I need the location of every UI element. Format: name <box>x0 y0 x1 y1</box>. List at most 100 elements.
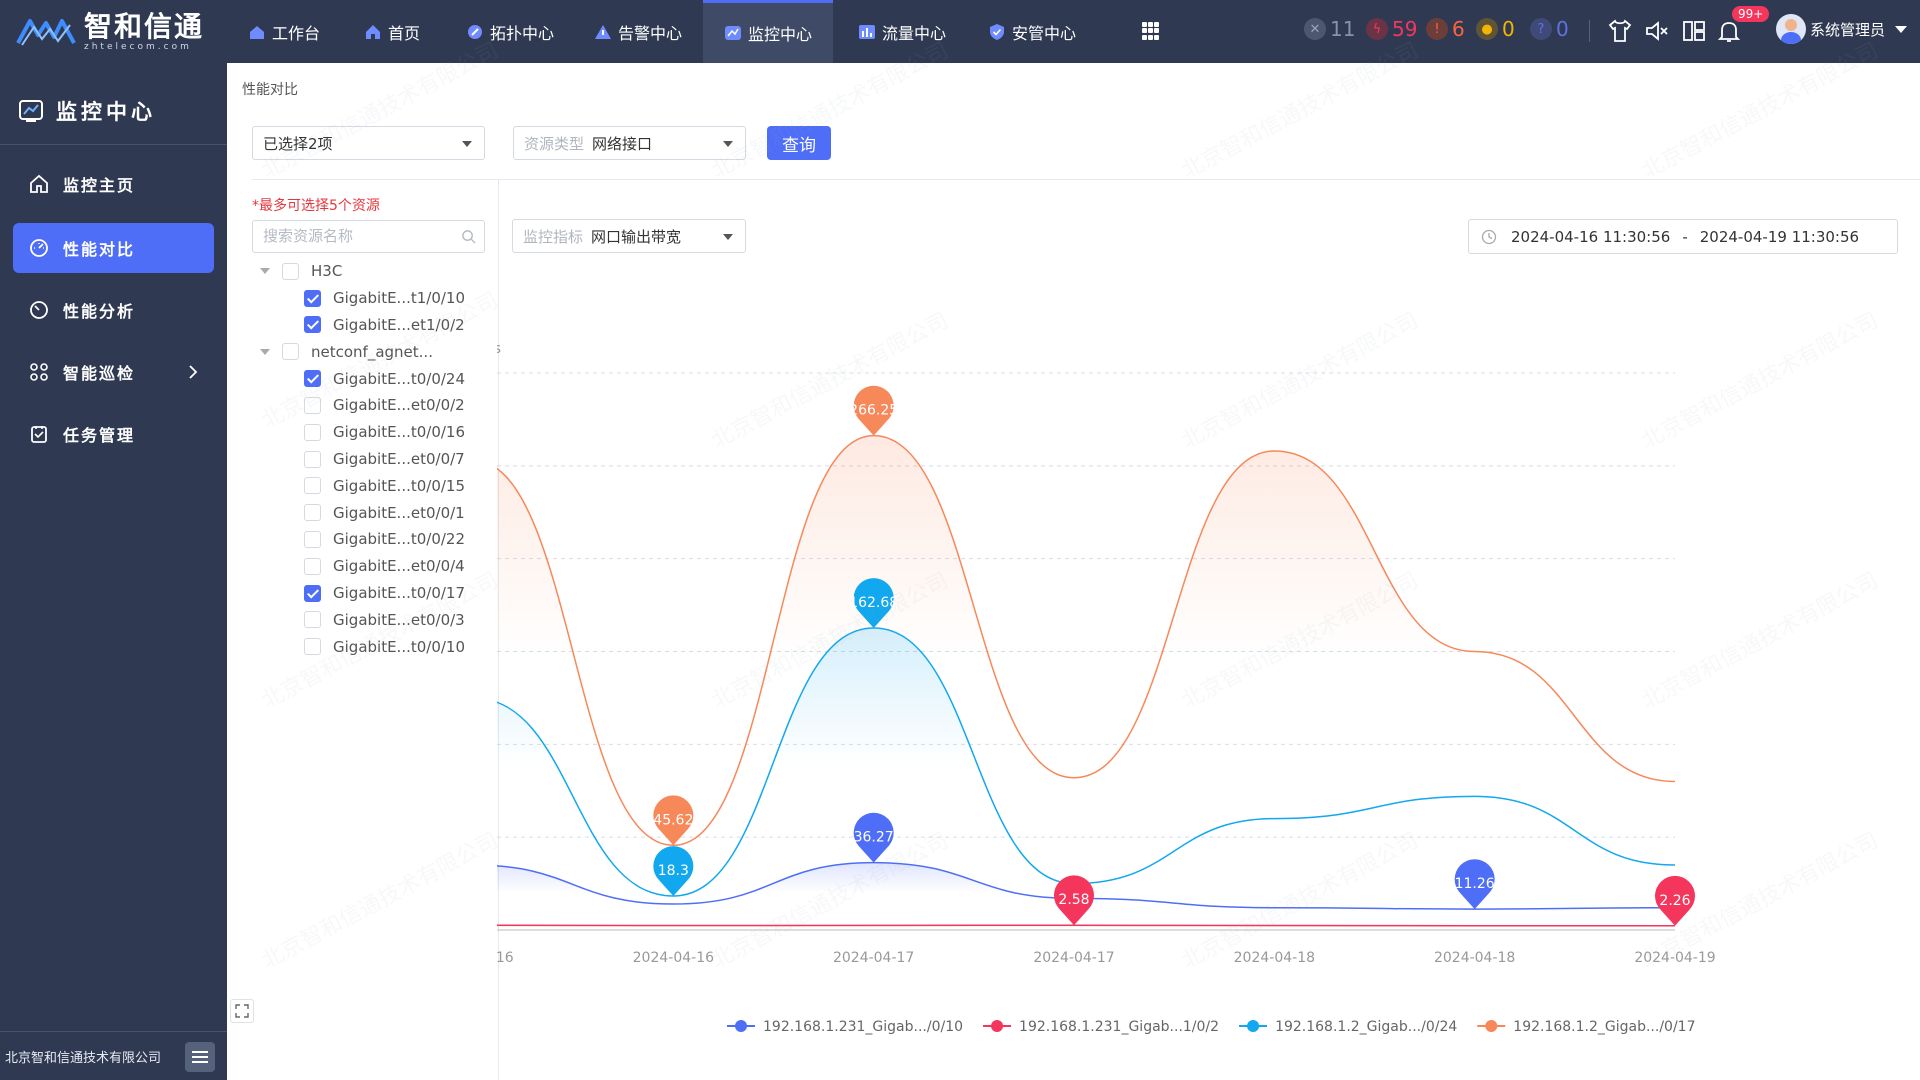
logo-icon <box>16 19 76 46</box>
query-button[interactable]: 查询 <box>767 126 831 160</box>
nav-workbench[interactable]: 工作台 <box>240 0 328 63</box>
chevron-down-icon <box>1895 25 1908 33</box>
resource-select[interactable]: 已选择2项 <box>252 126 485 160</box>
tree-item[interactable]: GigabitE...t0/0/16 <box>304 419 465 445</box>
caret-down-icon <box>462 141 472 147</box>
checkbox[interactable] <box>304 557 321 575</box>
x-tick-label: 2024-04-16 <box>633 950 714 966</box>
mute-icon[interactable] <box>1644 18 1670 44</box>
nav-alarm[interactable]: 告警中心 <box>588 0 688 63</box>
data-marker-label: 45.62 <box>653 812 693 828</box>
legend-label: 192.168.1.231_Gigab.../0/10 <box>763 1019 963 1035</box>
tree-item-label: GigabitE...t0/0/24 <box>333 369 466 388</box>
date-range-picker[interactable]: 2024-04-16 11:30:56 - 2024-04-19 11:30:5… <box>1468 219 1898 254</box>
tree-item-label: GigabitE...et0/0/2 <box>333 396 465 415</box>
search-icon <box>462 230 476 244</box>
app-grid-icon[interactable] <box>1142 22 1160 40</box>
alarm-count-unknown[interactable]: ? 0 <box>1530 16 1569 42</box>
nav-traffic[interactable]: 流量中心 <box>852 0 952 63</box>
skin-shirt-icon[interactable] <box>1607 18 1633 44</box>
user-name: 系统管理员 <box>1810 20 1886 39</box>
tree-item-label: GigabitE...t0/0/22 <box>333 530 466 549</box>
data-marker-label: 36.27 <box>854 830 894 846</box>
sidebar-item-monitor-home[interactable]: 监控主页 <box>13 159 214 209</box>
tree-item[interactable]: GigabitE...et0/0/2 <box>304 392 465 418</box>
resource-search-input[interactable]: 搜索资源名称 <box>252 220 485 253</box>
x-tick-label: 2024-04-17 <box>833 950 914 966</box>
inspect-icon <box>30 363 48 381</box>
tree-item[interactable]: GigabitE...t0/0/17 <box>304 580 465 606</box>
sidebar-item-task-management[interactable]: 任务管理 <box>13 409 214 459</box>
sidebar-title: 监控中心 <box>18 93 156 129</box>
caret-down-icon[interactable] <box>260 348 270 355</box>
checkbox[interactable] <box>304 530 321 548</box>
chevron-right-icon <box>189 365 198 379</box>
tree-group[interactable]: netconf_agnet... <box>260 339 433 365</box>
checkbox[interactable] <box>304 423 321 441</box>
notification-bell-icon[interactable] <box>1716 18 1742 44</box>
checkbox[interactable] <box>304 584 321 602</box>
fullscreen-button[interactable] <box>230 999 254 1023</box>
tree-group-label: H3C <box>311 262 343 280</box>
brand-domain: zhtelecom.com <box>84 42 192 52</box>
sidebar-item-performance-analysis[interactable]: 性能分析 <box>13 285 214 335</box>
tree-item[interactable]: GigabitE...t0/0/24 <box>304 366 465 392</box>
x-tick-label: 2024-04-17 <box>1033 950 1114 966</box>
sidebar-item-performance-compare[interactable]: 性能对比 <box>13 223 214 273</box>
close-circle-icon: ✕ <box>1304 18 1326 40</box>
tree-item[interactable]: GigabitE...et0/0/7 <box>304 446 465 472</box>
tree-item[interactable]: GigabitE...t0/0/22 <box>304 526 465 552</box>
sidebar-item-smart-inspection[interactable]: 智能巡检 <box>13 347 214 397</box>
tree-item[interactable]: GigabitE...et0/0/1 <box>304 500 465 526</box>
alarm-count-minor[interactable]: ● 0 <box>1476 16 1515 42</box>
tree-item[interactable]: GigabitE...t1/0/10 <box>304 285 465 311</box>
top-bar: 智和信通 zhtelecom.com 工作台 首页 拓扑中心 告警中心 监控中心… <box>0 0 1920 63</box>
checkbox[interactable] <box>304 289 321 307</box>
tree-item-label: GigabitE...et0/0/3 <box>333 610 465 629</box>
alarm-count-cleared[interactable]: ✕ 11 <box>1304 16 1355 42</box>
brand-name: 智和信通 <box>84 10 205 43</box>
brand-logo[interactable]: 智和信通 zhtelecom.com <box>16 10 216 54</box>
x-tick-label: 2024-04-18 <box>1234 950 1315 966</box>
workbench-icon <box>249 25 264 39</box>
checkbox[interactable] <box>304 370 321 388</box>
alarm-count-major[interactable]: ! 6 <box>1426 16 1465 42</box>
layout-icon[interactable] <box>1681 18 1707 44</box>
date-separator: - <box>1682 227 1688 246</box>
tree-item[interactable]: GigabitE...t0/0/15 <box>304 473 465 499</box>
caret-down-icon[interactable] <box>260 268 270 274</box>
tree-item-label: GigabitE...t0/0/10 <box>333 637 466 656</box>
alarm-icon <box>594 24 611 39</box>
checkbox[interactable] <box>304 638 321 656</box>
divider <box>252 179 1920 180</box>
caret-down-icon <box>723 141 733 147</box>
checkbox[interactable] <box>282 262 299 280</box>
resource-type-select[interactable]: 资源类型 网络接口 <box>513 126 746 160</box>
checkbox[interactable] <box>304 450 321 468</box>
alarm-count-critical[interactable]: ϟ 59 <box>1366 16 1417 42</box>
legend-marker <box>1485 1020 1498 1032</box>
tree-group[interactable]: H3C <box>260 258 343 284</box>
collapse-menu-button[interactable] <box>185 1042 215 1072</box>
tree-item[interactable]: GigabitE...et0/0/4 <box>304 553 465 579</box>
tree-item[interactable]: GigabitE...t0/0/10 <box>304 634 465 660</box>
checkbox[interactable] <box>304 396 321 414</box>
monitor-icon <box>724 26 741 40</box>
checkbox[interactable] <box>304 611 321 629</box>
checkbox[interactable] <box>282 343 299 361</box>
tree-item[interactable]: GigabitE...et1/0/2 <box>304 312 465 338</box>
tree-item[interactable]: GigabitE...et0/0/3 <box>304 607 465 633</box>
checkbox[interactable] <box>304 504 321 522</box>
nav-topology[interactable]: 拓扑中心 <box>460 0 560 63</box>
data-marker-label: 18.3 <box>658 863 689 879</box>
checkbox[interactable] <box>304 477 321 495</box>
nav-monitor[interactable]: 监控中心 <box>703 0 833 63</box>
metric-select[interactable]: 监控指标 网口输出带宽 <box>512 219 746 253</box>
data-marker-pin <box>853 578 894 628</box>
caret-down-icon <box>723 234 733 240</box>
nav-security[interactable]: 安管中心 <box>982 0 1082 63</box>
user-menu[interactable]: 系统管理员 <box>1776 14 1908 44</box>
checkbox[interactable] <box>304 316 321 334</box>
traffic-icon <box>858 24 875 39</box>
nav-home[interactable]: 首页 <box>356 0 428 63</box>
